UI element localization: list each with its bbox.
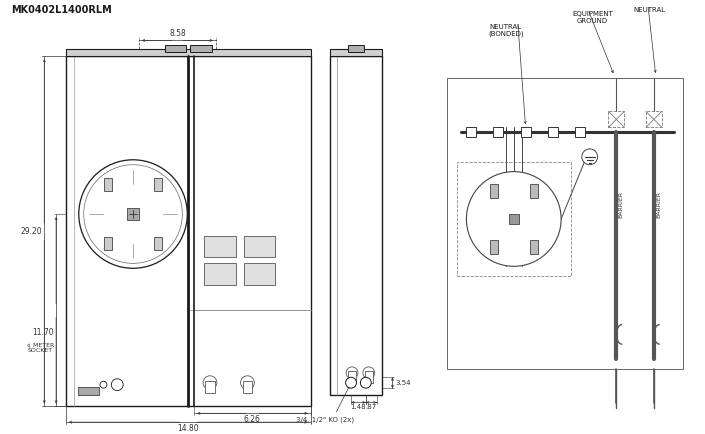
Bar	[331, 49, 381, 56]
Bar	[66, 56, 311, 406]
Text: BARRIER: BARRIER	[619, 191, 624, 218]
Text: ¢ METER
SOCKET: ¢ METER SOCKET	[27, 342, 54, 353]
Bar	[243, 381, 252, 393]
Text: 14.80: 14.80	[178, 424, 199, 433]
Text: 8.58: 8.58	[169, 30, 186, 39]
Text: 1.48: 1.48	[350, 404, 366, 411]
Bar	[204, 236, 235, 257]
Bar	[66, 49, 311, 56]
Text: .87: .87	[365, 404, 376, 411]
Bar	[364, 371, 373, 383]
Bar	[490, 184, 498, 197]
Bar	[204, 263, 235, 285]
Bar	[521, 127, 531, 137]
Text: 29.20: 29.20	[20, 227, 42, 236]
Circle shape	[79, 160, 188, 268]
Circle shape	[363, 367, 374, 379]
Bar	[548, 127, 558, 137]
Bar	[447, 78, 683, 369]
Bar	[348, 46, 364, 52]
Circle shape	[467, 171, 561, 266]
Circle shape	[360, 377, 372, 388]
Circle shape	[203, 376, 217, 390]
Text: MK0402L1400RLM: MK0402L1400RLM	[11, 5, 111, 15]
Bar	[154, 178, 161, 191]
Text: EQUIPMENT
GROUND: EQUIPMENT GROUND	[572, 11, 613, 24]
Text: NEUTRAL: NEUTRAL	[634, 7, 666, 13]
Bar	[190, 46, 212, 52]
Circle shape	[345, 377, 357, 388]
Text: 11.70: 11.70	[32, 328, 54, 337]
Bar	[457, 162, 571, 276]
Bar	[493, 127, 503, 137]
Text: BARRIER: BARRIER	[656, 191, 661, 218]
Bar	[348, 371, 356, 383]
Circle shape	[346, 367, 358, 379]
Bar	[164, 46, 186, 52]
Text: 3.54: 3.54	[396, 380, 411, 386]
Text: NEUTRAL
(BONDED): NEUTRAL (BONDED)	[488, 24, 524, 37]
Bar	[104, 237, 112, 250]
Bar	[331, 56, 381, 395]
Bar	[154, 237, 161, 250]
Bar	[529, 184, 537, 197]
Bar	[608, 112, 624, 127]
Bar	[243, 236, 275, 257]
Bar	[104, 178, 112, 191]
Bar	[509, 214, 519, 224]
Bar	[78, 387, 99, 395]
Bar	[529, 240, 537, 254]
Bar	[646, 112, 662, 127]
Bar	[243, 263, 275, 285]
Bar	[490, 240, 498, 254]
Bar	[205, 381, 215, 393]
Text: 6.26: 6.26	[244, 415, 261, 424]
Bar	[575, 127, 584, 137]
Circle shape	[240, 376, 255, 390]
Circle shape	[582, 149, 598, 165]
Bar	[467, 127, 477, 137]
Text: 3/4, 1/2" KO (2x): 3/4, 1/2" KO (2x)	[296, 416, 355, 423]
Bar	[127, 208, 139, 220]
